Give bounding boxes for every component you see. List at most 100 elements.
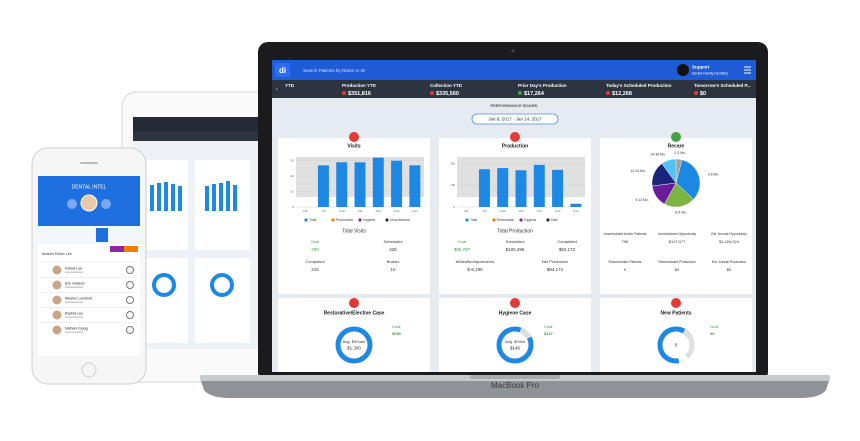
pie-label: 6-9 Mo. [675, 211, 687, 215]
kpi-prev[interactable]: ‹ [276, 86, 278, 92]
x-tick-label: 1/11 [518, 209, 524, 213]
date-range[interactable]: Jan 8, 2017 - Jan 14, 2017 [488, 116, 542, 121]
tablet-kpi [133, 131, 303, 141]
list-sub [65, 301, 83, 303]
list-sub [65, 316, 83, 318]
legend-label[interactable]: Misc [551, 218, 558, 222]
y-tick-label: 0 [453, 205, 455, 209]
stat-value: $1,404,924 [719, 239, 740, 244]
card-title: Recare [668, 143, 685, 149]
card-title: Production [502, 143, 528, 149]
user-name[interactable]: Support [692, 65, 710, 70]
x-tick-label: 1/8 [303, 209, 308, 213]
stat-label: Completed [305, 259, 324, 264]
legend-label[interactable]: Total [309, 218, 316, 222]
stat-value: 225 [389, 247, 397, 252]
bar [336, 162, 348, 207]
pie-slice [661, 158, 677, 184]
phone-icon [67, 199, 77, 209]
kpi-value: $17,264 [524, 91, 545, 97]
legend-label[interactable]: Restorative [336, 218, 353, 222]
card-title: New Patients [660, 310, 691, 316]
list-name: Rachel Lee [65, 311, 83, 315]
gauge-label: Avg. $/Visit [505, 339, 526, 344]
legend-label[interactable]: Total [470, 218, 477, 222]
laptop-base [200, 378, 830, 398]
legend-label[interactable]: Hygiene [363, 218, 376, 222]
pie-label: 3-6 Mo. [708, 173, 720, 177]
board-title[interactable]: PERFORMANCE BOARD [490, 103, 537, 108]
stat-label: Scheduled [506, 239, 525, 244]
stat-value: $85,797 [454, 247, 471, 252]
list-avatar [52, 265, 62, 275]
legend-swatch [546, 218, 550, 222]
legend-label[interactable]: Hygiene [524, 218, 537, 222]
list-action[interactable] [126, 266, 134, 274]
kpi-value: $0 [700, 91, 706, 97]
tablet-card [140, 258, 188, 343]
user-practice[interactable]: Dental Family Dentistry [692, 71, 728, 75]
kpi-label: Production YTD [342, 83, 377, 88]
x-tick-label: 1/12 [536, 209, 542, 213]
laptop-notch [470, 375, 560, 379]
goal-label: Goal [392, 324, 401, 329]
gauge-value: 0 [675, 343, 678, 348]
tablet-card [195, 258, 250, 343]
stat-value: $94,172 [547, 267, 564, 272]
pie-label: 9-12 Mo. [635, 198, 648, 202]
app-logo-box[interactable] [275, 63, 290, 77]
laptop: MacBook Pro di Search Patients by Name o… [200, 42, 830, 398]
phone-home-button[interactable] [81, 362, 97, 378]
stat-label: Rescheduled Production [659, 260, 696, 264]
app-top-bar [272, 60, 756, 80]
x-tick-label: 1/8 [464, 209, 469, 213]
kpi-label: Tomorrow's Scheduled P... [694, 83, 751, 88]
legend-swatch [519, 218, 523, 222]
legend-swatch [492, 218, 496, 222]
y-tick-label: 30 [291, 159, 295, 163]
y-tick-label: 20 [291, 174, 295, 178]
list-action[interactable] [126, 311, 134, 319]
phone-avatar [80, 194, 98, 212]
card-subtitle: Total Visits [342, 228, 366, 234]
kpi-status [342, 91, 346, 95]
bar [552, 169, 564, 207]
stat-label: Broken [387, 259, 400, 264]
x-tick-label: 1/9 [321, 209, 326, 213]
legend-swatch [358, 218, 362, 222]
list-action[interactable] [126, 281, 134, 289]
phone: DENTAL INTEL Andrea Pulser Lee Felicia L… [31, 147, 147, 385]
menu-icon[interactable] [744, 66, 751, 74]
list-action[interactable] [126, 326, 134, 334]
stat-value: 200 [311, 247, 319, 252]
app-logo[interactable]: di [279, 66, 286, 75]
x-tick-label: 1/12 [375, 209, 381, 213]
pie-label: 24-36 Mo. [651, 152, 666, 156]
stat-label: Unscheduled Opportunity [658, 232, 697, 236]
y-tick-label: 0 [292, 205, 294, 209]
legend-label[interactable]: Restorative [497, 218, 514, 222]
list-name: Eric Hudson [65, 281, 85, 285]
list-avatar [52, 280, 62, 290]
gauge-value: $1,300 [347, 346, 361, 351]
laptop-camera [511, 49, 515, 53]
pie-slice [675, 159, 701, 200]
legend-label[interactable]: Unscheduled [390, 218, 410, 222]
kpi-bar [272, 80, 756, 98]
x-tick-label: 1/10 [339, 209, 345, 213]
date-picker[interactable] [471, 113, 559, 125]
list-name: Felicia Lee [65, 266, 82, 270]
list-action[interactable] [126, 296, 134, 304]
stat-value: $117,077 [669, 239, 686, 244]
stat-value: $0 [675, 267, 680, 272]
bar [317, 165, 329, 207]
goal-value: $680 [392, 331, 402, 336]
y-tick-label: 10k [450, 183, 455, 187]
card-title: Visits [347, 143, 360, 149]
kpi-status [694, 91, 698, 95]
bar [497, 168, 509, 207]
search-input[interactable]: Search Patients by Name or ID [303, 68, 366, 73]
stat-value: 10 [390, 267, 396, 272]
user-avatar[interactable] [677, 64, 689, 76]
stat-value: 0 [624, 267, 627, 272]
